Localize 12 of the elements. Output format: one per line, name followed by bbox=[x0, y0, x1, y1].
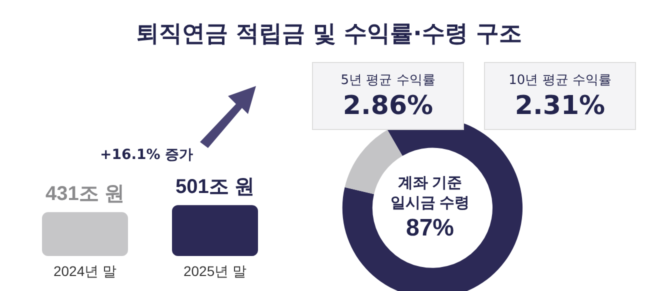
text: 5년 평균 수익률 bbox=[340, 72, 436, 89]
data-label: 501조 원 bbox=[176, 176, 254, 198]
x-tick-label: 2024년 말 bbox=[53, 263, 117, 279]
text: 2.31% bbox=[514, 91, 606, 121]
x-tick-label: 2025년 말 bbox=[183, 263, 247, 279]
text: 2.86% bbox=[342, 91, 434, 121]
data-label: 87% bbox=[406, 214, 454, 242]
text: 10년 평균 수익률 bbox=[508, 72, 612, 89]
slice-label: 계좌 기준 일시금 수령 bbox=[390, 174, 470, 212]
data-label: 431조 원 bbox=[46, 183, 124, 206]
text: 퇴직연금 적립금 및 수익률·수령 구조 bbox=[135, 20, 523, 49]
text: +16.1% 증가 bbox=[100, 146, 194, 164]
